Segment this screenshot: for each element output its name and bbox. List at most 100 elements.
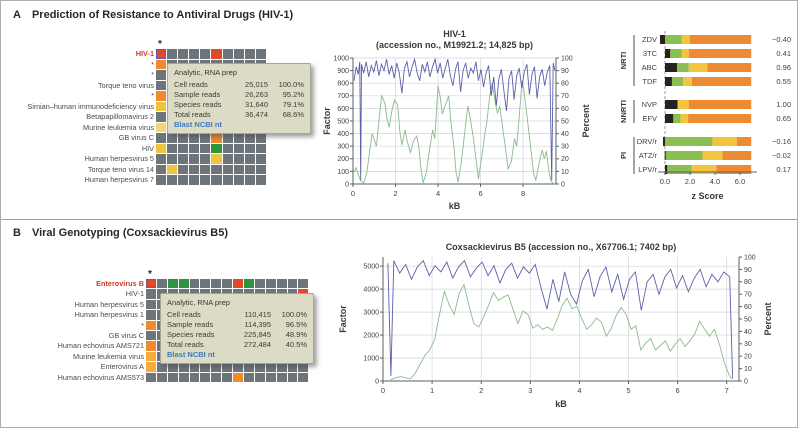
heatmap-cell[interactable] (265, 362, 276, 372)
heatmap-cell[interactable] (156, 80, 167, 90)
blast-ncbi-link[interactable]: Blast NCBI nt (167, 350, 215, 359)
heatmap-cell[interactable] (211, 372, 222, 382)
heatmap-cell[interactable] (233, 49, 244, 59)
heatmap-cell[interactable] (244, 143, 255, 153)
heatmap-cell[interactable] (222, 49, 233, 59)
heatmap-cell[interactable] (200, 164, 211, 174)
heatmap-cell[interactable] (178, 372, 189, 382)
heatmap-cell[interactable] (276, 279, 287, 289)
heatmap-cell-green[interactable] (178, 279, 189, 289)
heatmap-cell[interactable] (244, 49, 255, 59)
heatmap-cell[interactable] (200, 279, 211, 289)
heatmap-cell[interactable] (255, 143, 266, 153)
heatmap-cell[interactable] (146, 299, 156, 310)
heatmap-cell-red[interactable] (156, 49, 167, 59)
heatmap-cell-yellow[interactable] (156, 101, 167, 111)
heatmap-cell[interactable] (200, 362, 211, 372)
heatmap-cell[interactable] (222, 372, 233, 382)
heatmap-cell[interactable] (146, 330, 156, 341)
heatmap-cell[interactable] (211, 164, 222, 174)
heatmap-cell-yellow[interactable] (156, 143, 167, 153)
heatmap-cell[interactable] (298, 372, 309, 382)
heatmap-cell[interactable] (298, 279, 309, 289)
heatmap-cell[interactable] (265, 279, 276, 289)
heatmap-cell[interactable] (233, 154, 244, 164)
heatmap-cell-green[interactable] (167, 279, 178, 289)
heatmap-cell[interactable] (189, 164, 200, 174)
blast-ncbi-link[interactable]: Blast NCBI nt (174, 120, 222, 129)
heatmap-cell[interactable] (265, 372, 276, 382)
heatmap-cell[interactable] (200, 372, 211, 382)
heatmap-cell[interactable] (167, 362, 178, 372)
heatmap-cell[interactable] (156, 70, 167, 80)
heatmap-cell[interactable] (255, 175, 266, 185)
heatmap-cell[interactable] (233, 164, 244, 174)
heatmap-cell-orange[interactable] (146, 320, 156, 330)
heatmap-cell[interactable] (189, 372, 200, 382)
heatmap-cell[interactable] (222, 154, 233, 164)
heatmap-cell[interactable] (254, 279, 265, 289)
heatmap-cell-orange[interactable] (156, 59, 167, 69)
heatmap-cell[interactable] (222, 133, 233, 143)
heatmap-cell-red[interactable] (146, 279, 156, 289)
heatmap-cell-paleyellow[interactable] (156, 122, 167, 132)
heatmap-cell[interactable] (189, 175, 200, 185)
heatmap-cell[interactable] (146, 289, 156, 299)
heatmap-cell[interactable] (276, 372, 287, 382)
heatmap-cell[interactable] (287, 372, 298, 382)
heatmap-cell[interactable] (167, 143, 178, 153)
heatmap-cell[interactable] (233, 133, 244, 143)
heatmap-cell[interactable] (167, 154, 178, 164)
heatmap-cell-lightorange[interactable] (146, 351, 156, 362)
heatmap-cell[interactable] (200, 49, 211, 59)
heatmap-cell[interactable] (233, 143, 244, 153)
heatmap-cell-lightorange[interactable] (146, 362, 156, 372)
heatmap-cell-red[interactable] (233, 279, 244, 289)
heatmap-cell[interactable] (222, 143, 233, 153)
heatmap-cell[interactable] (211, 175, 222, 185)
heatmap-cell[interactable] (222, 164, 233, 174)
heatmap-cell[interactable] (156, 362, 167, 372)
heatmap-cell[interactable] (178, 175, 189, 185)
heatmap-cell[interactable] (233, 362, 244, 372)
heatmap-cell[interactable] (178, 164, 189, 174)
heatmap-cell[interactable] (178, 154, 189, 164)
heatmap-cell[interactable] (156, 112, 167, 122)
heatmap-cell[interactable] (255, 164, 266, 174)
heatmap-cell[interactable] (167, 133, 178, 143)
heatmap-cell[interactable] (146, 310, 156, 320)
heatmap-cell[interactable] (189, 143, 200, 153)
heatmap-cell[interactable] (276, 362, 287, 372)
heatmap-cell[interactable] (244, 133, 255, 143)
heatmap-cell-red[interactable] (211, 49, 222, 59)
heatmap-cell[interactable] (254, 372, 265, 382)
heatmap-cell[interactable] (178, 133, 189, 143)
heatmap-cell-orange[interactable] (211, 133, 222, 143)
heatmap-cell[interactable] (156, 133, 167, 143)
heatmap-cell[interactable] (167, 49, 178, 59)
heatmap-cell[interactable] (287, 279, 298, 289)
heatmap-cell[interactable] (255, 154, 266, 164)
heatmap-cell[interactable] (244, 154, 255, 164)
heatmap-cell[interactable] (156, 372, 167, 382)
heatmap-cell[interactable] (200, 143, 211, 153)
heatmap-cell[interactable] (178, 49, 189, 59)
heatmap-cell-green[interactable] (244, 279, 254, 289)
heatmap-cell[interactable] (211, 362, 222, 372)
heatmap-cell[interactable] (156, 164, 167, 174)
heatmap-cell-green[interactable] (211, 143, 222, 153)
heatmap-cell[interactable] (178, 362, 189, 372)
heatmap-cell[interactable] (254, 362, 265, 372)
heatmap-cell[interactable] (167, 175, 178, 185)
heatmap-cell[interactable] (200, 154, 211, 164)
heatmap-cell[interactable] (189, 133, 200, 143)
heatmap-cell-orange[interactable] (146, 341, 156, 351)
heatmap-cell[interactable] (222, 362, 233, 372)
heatmap-cell[interactable] (298, 362, 309, 372)
heatmap-cell[interactable] (156, 175, 167, 185)
heatmap-cell-yellow[interactable] (211, 154, 222, 164)
heatmap-cell[interactable] (167, 372, 178, 382)
heatmap-cell[interactable] (233, 175, 244, 185)
heatmap-cell[interactable] (244, 175, 255, 185)
heatmap-cell-yellow[interactable] (167, 164, 178, 174)
